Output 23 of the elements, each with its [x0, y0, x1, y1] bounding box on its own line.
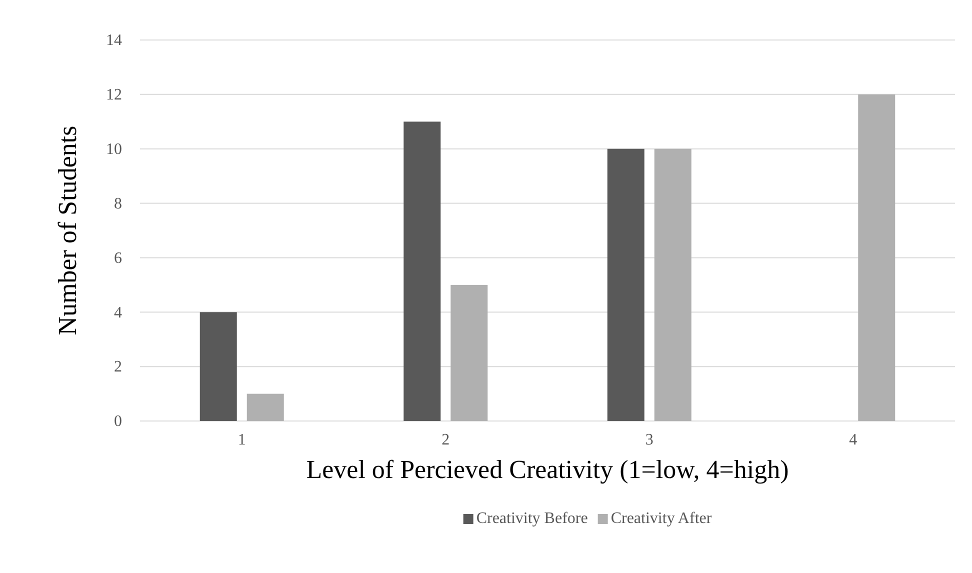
y-tick-label: 2 — [114, 358, 122, 376]
y-tick-label: 8 — [114, 195, 122, 212]
x-tick-label: 2 — [442, 431, 450, 448]
y-tick-label: 0 — [114, 413, 122, 430]
x-axis-title: Level of Percieved Creativity (1=low, 4=high) — [306, 455, 789, 484]
y-tick-label: 4 — [114, 304, 122, 322]
bar — [404, 122, 441, 421]
y-tick-label: 14 — [106, 32, 122, 50]
bar — [246, 394, 284, 421]
bar — [450, 284, 488, 421]
legend-label: Creativity After — [610, 510, 712, 527]
x-tick-label: 4 — [849, 431, 858, 448]
x-tick-label: 1 — [238, 431, 246, 448]
legend-label: Creativity Before — [476, 510, 588, 527]
x-tick-label: 3 — [645, 431, 654, 448]
y-tick-label: 6 — [114, 250, 122, 267]
y-axis-title: Number of Students — [53, 126, 82, 336]
bar — [858, 94, 896, 421]
bar — [654, 148, 692, 421]
y-tick-label: 12 — [106, 86, 122, 104]
y-tick-label: 10 — [106, 140, 122, 158]
bar — [607, 148, 644, 421]
bar — [200, 312, 237, 421]
